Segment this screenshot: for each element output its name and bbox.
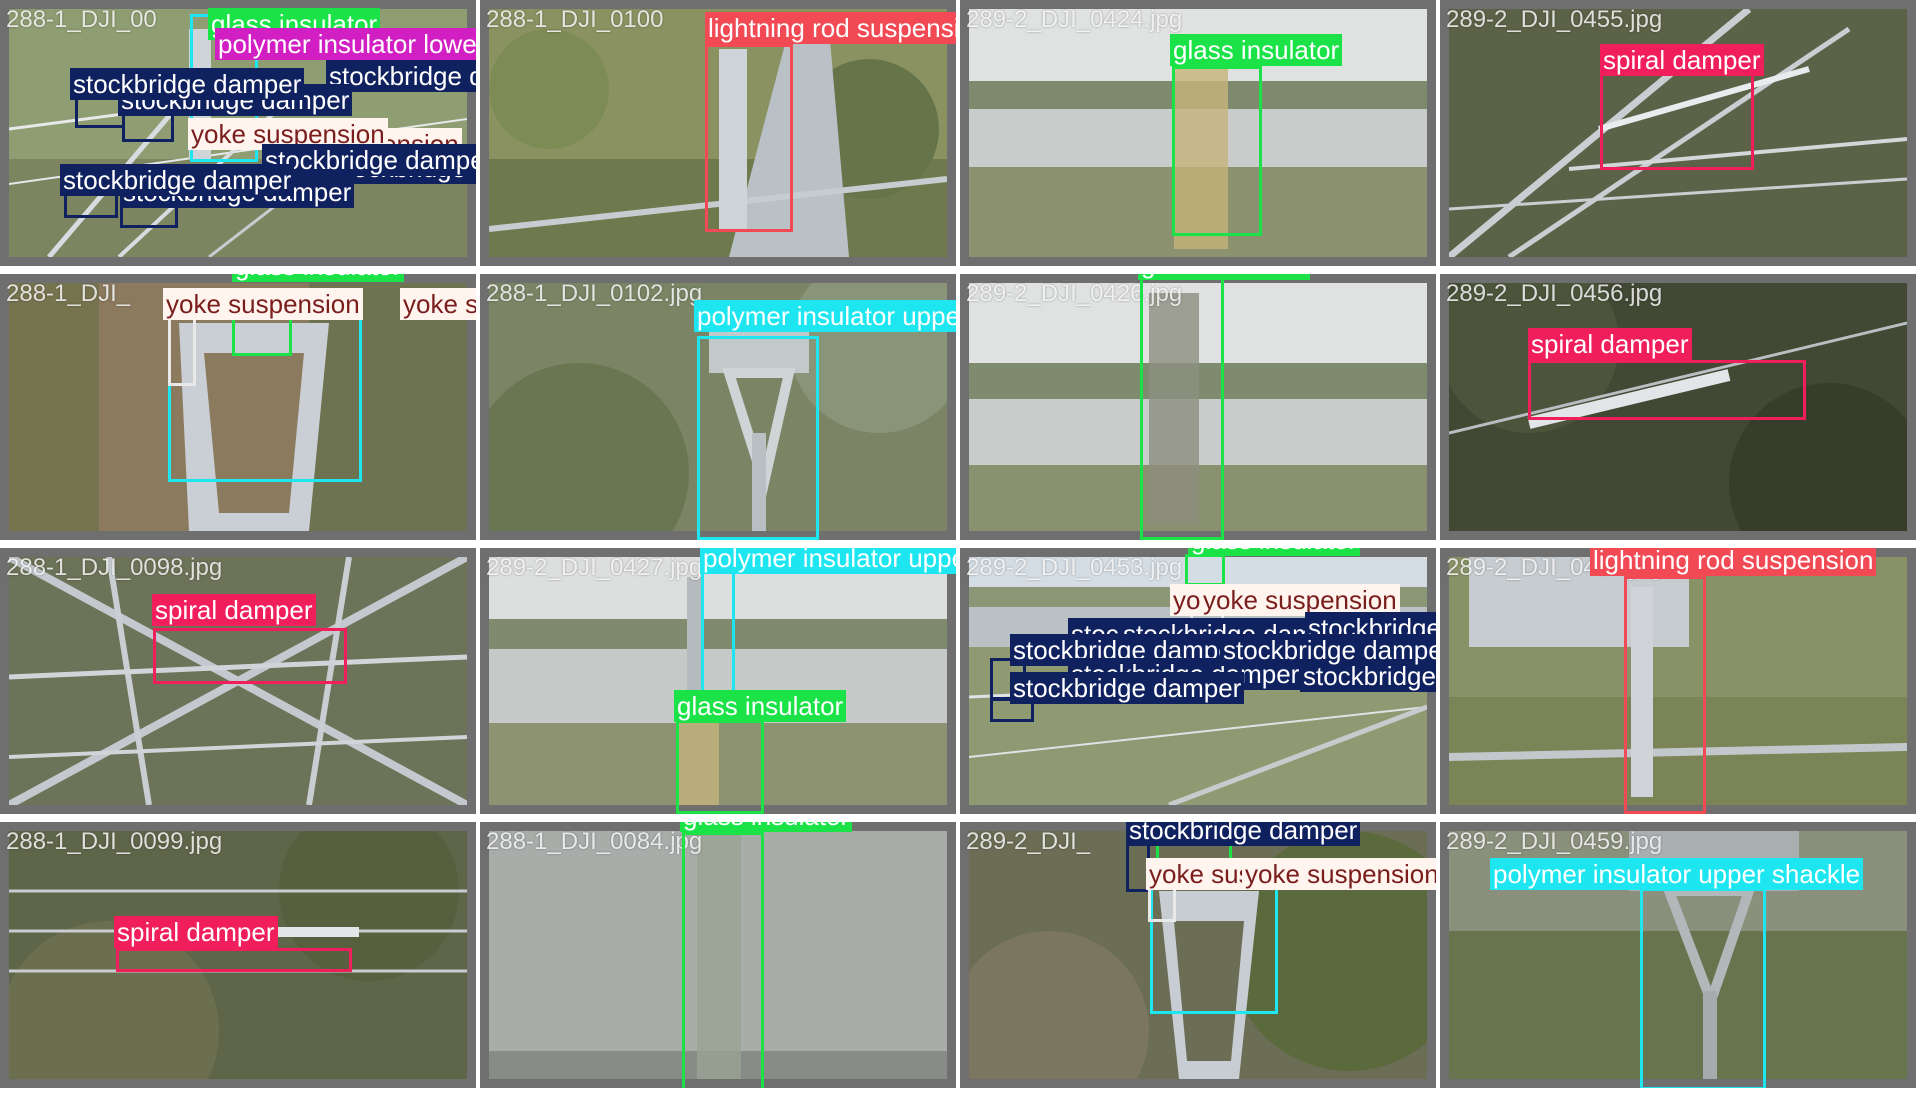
tile-12: 289-2_DJI_0458.jpg lightning rod suspens…: [1440, 548, 1916, 814]
tile-6: 288-1_DJI_0102.jpg polymer insulator upp…: [480, 274, 956, 540]
tile-filename: 289-2_DJI_0427.jpg: [486, 554, 703, 581]
tile-3: 289-2_DJI_0424.jpg glass insulator: [960, 0, 1436, 266]
detection-label: glass insulator: [680, 822, 853, 832]
detection-box-spiral-damper: [116, 948, 352, 972]
tile-filename: 288-1_DJI_: [6, 280, 131, 307]
detection-label: polymer insulator upper shackle: [700, 548, 956, 574]
detection-label: yoke suspension: [1200, 584, 1400, 616]
tile-8: 289-2_DJI_0456.jpg spiral damper: [1440, 274, 1916, 540]
tile-5: 288-1_DJI_ glass insulator yoke suspensi…: [0, 274, 476, 540]
scene-shackle-green: [1449, 557, 1907, 805]
scene-lake: [969, 283, 1427, 531]
detection-label: glass insulator: [232, 274, 405, 282]
tile-filename: 289-2_DJI_0424.jpg: [966, 6, 1183, 33]
scene-wires-brush: [9, 831, 467, 1079]
tile-10: 289-2_DJI_0427.jpg polymer insulator upp…: [480, 548, 956, 814]
detection-box-glass-insulator: [676, 720, 764, 814]
detection-label: spiral damper: [114, 916, 278, 948]
detection-label: lightning rod suspension: [705, 12, 956, 44]
detection-box-spiral-damper: [1528, 360, 1806, 420]
detection-label: polymer insulator upper shackle: [694, 300, 956, 332]
scene-grey-sky: [489, 831, 947, 1079]
tile-14: 288-1_DJI_0084.jpg glass insulator: [480, 822, 956, 1088]
detection-label: glass insulator: [674, 690, 847, 722]
detection-box-polymer-insulator-upper-shackle: [1640, 888, 1766, 1088]
tile-filename: 288-1_DJI_0084.jpg: [486, 828, 703, 855]
tile-7: 289-2_DJI_0426.jpg glass insulator: [960, 274, 1436, 540]
detection-label: yoke suspension: [163, 288, 363, 320]
tile-11: 289-2_DJI_0453.jpg yoke suspension yoke …: [960, 548, 1436, 814]
detection-box-glass-insulator: [1172, 66, 1262, 236]
detection-label: spiral damper: [152, 594, 316, 626]
tile-1: 288-1_DJI_00 glass insulator polymer ins…: [0, 0, 476, 266]
tile-13: 288-1_DJI_0099.jpg spiral damper: [0, 822, 476, 1088]
detection-label: polymer insulator lower shackle: [215, 28, 476, 60]
tile-16: 289-2_DJI_0459.jpg polymer insulator upp…: [1440, 822, 1916, 1088]
tile-filename: 289-2_DJI_0456.jpg: [1446, 280, 1663, 307]
scene-ground: [9, 283, 467, 531]
detection-box-glass-insulator: [682, 832, 764, 1088]
tile-4: 289-2_DJI_0455.jpg spiral damper: [1440, 0, 1916, 266]
tile-15: 289-2_DJI_ glass insulator stockbridge d…: [960, 822, 1436, 1088]
tile-9: 288-1_DJI_0098.jpg spiral damper: [0, 548, 476, 814]
detection-box-yoke-suspension: [168, 304, 362, 482]
detection-box-glass-insulator: [1185, 554, 1225, 586]
detection-label: stockbridge damper: [1220, 634, 1436, 666]
tile-filename: 288-1_DJI_0100: [486, 6, 664, 33]
tile-filename: 288-1_DJI_0102.jpg: [486, 280, 703, 307]
detection-label: glass insulator: [1170, 34, 1343, 66]
tile-filename: 289-2_DJI_0426.jpg: [966, 280, 1183, 307]
tile-filename: 289-2_DJI_0453.jpg: [966, 554, 1183, 581]
detection-box-glass-insulator: [1140, 274, 1224, 540]
detection-label: polymer insulator upper shackle: [1490, 858, 1864, 890]
scene-lake: [489, 557, 947, 805]
detection-box-lightning-rod-suspension: [1624, 576, 1706, 814]
detection-box-polymer-insulator-upper-shackle: [697, 336, 819, 540]
tile-filename: 289-2_DJI_: [966, 828, 1091, 855]
tile-filename: 289-2_DJI_0459.jpg: [1446, 828, 1663, 855]
tile-filename: 289-2_DJI_0455.jpg: [1446, 6, 1663, 33]
tile-filename: 288-1_DJI_0099.jpg: [6, 828, 223, 855]
detection-label: glass insulator: [1188, 548, 1361, 556]
tile-filename: 288-1_DJI_00: [6, 6, 157, 33]
detection-label: stockbridge damper: [60, 164, 295, 196]
detection-label: stockbridge damper: [1010, 672, 1245, 704]
detection-label: stockbridge damper: [262, 144, 476, 176]
detection-label: spiral damper: [1528, 328, 1692, 360]
tile-2: 288-1_DJI_0100 lightning rod suspension: [480, 0, 956, 266]
detection-label: yoke suspension: [1242, 858, 1436, 890]
detection-label: stockbridge damper: [70, 68, 305, 100]
scene-shackle-green: [489, 9, 947, 257]
detection-label: glass insulator: [1138, 274, 1311, 280]
detection-box-lightning-rod-suspension: [705, 44, 793, 232]
tile-filename: 288-1_DJI_0098.jpg: [6, 554, 223, 581]
detection-label: stockbridge damper: [1126, 822, 1361, 846]
detection-box-spiral-damper: [153, 628, 347, 684]
detection-label: lightning rod suspension: [1590, 548, 1877, 576]
detection-label: spiral damper: [1600, 44, 1764, 76]
detection-label: yoke suspension: [400, 288, 476, 320]
